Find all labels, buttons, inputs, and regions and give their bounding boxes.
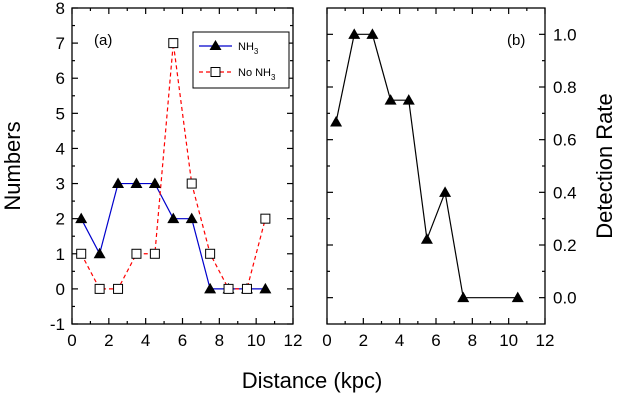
data-point-triangle xyxy=(148,177,161,189)
data-point-square xyxy=(241,283,252,294)
data-point-triangle xyxy=(402,94,415,105)
x-tick-label: 2 xyxy=(104,331,113,350)
legend-nh3-label-main: NH xyxy=(238,41,254,53)
panel-b-frame xyxy=(326,7,546,325)
x-tick-label: 4 xyxy=(395,331,404,350)
x-tick-label: 6 xyxy=(178,331,187,350)
panel-a-label: (a) xyxy=(94,32,112,49)
x-axis-title: Distance (kpc) xyxy=(242,368,383,393)
data-point-triangle xyxy=(384,94,397,105)
x-tick-label: 0 xyxy=(67,331,76,350)
panel-b-label: (b) xyxy=(507,32,525,49)
panel-b-markers xyxy=(330,28,524,303)
y-tick-label: 0 xyxy=(56,280,65,299)
data-point-square xyxy=(168,38,179,49)
y-axis-title-right: Detection Rate xyxy=(592,93,617,239)
y-tick-label: 4 xyxy=(56,139,65,158)
x-tick-label: 12 xyxy=(536,331,555,350)
y-tick-label: 7 xyxy=(56,34,65,53)
y-tick-label: 0.2 xyxy=(553,236,577,255)
data-point-square xyxy=(149,248,160,259)
data-point-square xyxy=(205,248,216,259)
x-tick-label: 12 xyxy=(284,331,303,350)
data-point-triangle xyxy=(112,177,125,189)
panel-b-ticks: 0 2 4 6 8 10 12 0.0 0.2 0.4 0.6 0.8 1.0 xyxy=(322,8,577,350)
data-point-square xyxy=(131,248,142,259)
legend-nh3-label-sub: 3 xyxy=(254,47,259,56)
panel-b: 0 2 4 6 8 10 12 0.0 0.2 0.4 0.6 0.8 1.0 (b) xyxy=(322,7,577,350)
series-line-1 xyxy=(80,182,266,290)
y-tick-label: 0.4 xyxy=(553,183,577,202)
y-tick-label: 3 xyxy=(56,175,65,194)
data-point-triangle xyxy=(93,247,106,259)
x-tick-label: 2 xyxy=(359,331,368,350)
data-point-triangle xyxy=(348,28,361,39)
y-tick-label: 6 xyxy=(56,69,65,88)
x-tick-label: 8 xyxy=(215,331,224,350)
legend-no-nh3-marker xyxy=(210,67,221,77)
legend-nh3-marker xyxy=(209,40,222,50)
x-tick-label: 0 xyxy=(322,331,331,350)
legend-no-nh3-label-sub: 3 xyxy=(271,73,276,82)
y-tick-label: 0.6 xyxy=(553,131,577,150)
y-tick-label: -1 xyxy=(50,315,65,334)
y-tick-label: 5 xyxy=(56,104,65,123)
data-point-triangle xyxy=(366,28,379,39)
legend-box xyxy=(192,31,290,89)
series-line-1 xyxy=(335,33,518,299)
x-tick-label: 10 xyxy=(247,331,266,350)
x-tick-label: 6 xyxy=(431,331,440,350)
data-point-triangle xyxy=(204,282,217,294)
y-axis-title-left: Numbers xyxy=(0,121,25,210)
data-point-triangle xyxy=(259,282,272,294)
x-tick-label: 10 xyxy=(499,331,518,350)
data-point-square xyxy=(186,178,197,189)
panel-a-markers xyxy=(75,38,272,294)
legend-no-nh3-label-main: No NH xyxy=(238,67,271,79)
y-tick-label: 0.0 xyxy=(553,289,577,308)
x-tick-label: 4 xyxy=(141,331,150,350)
legend: NH3 No NH3 xyxy=(192,31,290,89)
data-point-square xyxy=(76,248,87,259)
data-point-square xyxy=(260,213,271,224)
data-point-triangle xyxy=(130,177,143,189)
data-point-triangle xyxy=(75,212,88,224)
data-point-triangle xyxy=(511,291,524,303)
y-tick-label: 2 xyxy=(56,210,65,229)
data-point-triangle xyxy=(167,212,180,224)
x-tick-label: 8 xyxy=(468,331,477,350)
y-tick-label: 1.0 xyxy=(553,25,577,44)
data-point-square xyxy=(94,283,105,294)
data-point-triangle xyxy=(420,233,433,244)
data-point-triangle xyxy=(185,212,198,224)
data-point-triangle xyxy=(330,116,343,127)
data-point-square xyxy=(223,283,234,294)
panel-b-lines xyxy=(335,33,518,299)
y-tick-label: 0.8 xyxy=(553,78,577,97)
legend-no-nh3-label: No NH3 xyxy=(238,67,276,82)
data-point-triangle xyxy=(439,186,452,197)
series-line-2 xyxy=(80,43,266,290)
data-point-triangle xyxy=(457,291,470,303)
y-tick-label: 8 xyxy=(56,0,65,18)
y-tick-label: 1 xyxy=(56,245,65,264)
data-point-square xyxy=(113,283,124,294)
legend-nh3-label: NH3 xyxy=(238,41,259,56)
